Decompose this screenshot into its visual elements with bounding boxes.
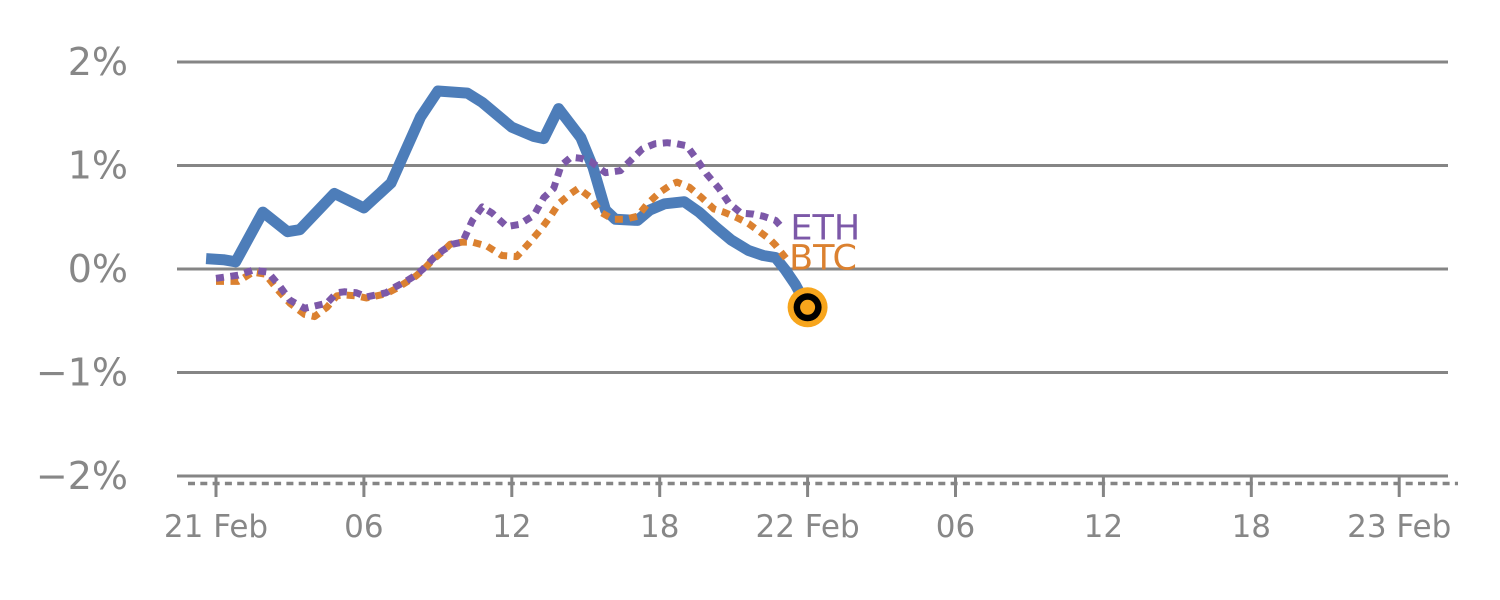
eth-series-line: [215, 139, 786, 312]
x-tick-label: 12: [1084, 509, 1123, 545]
y-tick-label: 1%: [68, 144, 128, 188]
main-series-line: [205, 85, 813, 310]
y-tick-label: 2%: [68, 40, 128, 84]
btc-series-label: BTC: [789, 239, 857, 279]
x-tick-label: 06: [344, 509, 383, 545]
y-tick-label: 0%: [68, 247, 128, 291]
x-tick-label: 06: [936, 509, 975, 545]
eth-series-label: ETH: [790, 209, 860, 249]
x-tick-label: 21 Feb: [164, 509, 268, 545]
y-tick-label: −2%: [36, 454, 128, 498]
btc-series-line: [216, 178, 791, 321]
end-marker-center: [800, 299, 816, 315]
x-tick-label: 18: [640, 509, 679, 545]
x-tick-label: 23 Feb: [1347, 509, 1451, 545]
x-tick-label: 18: [1232, 509, 1271, 545]
x-tick-label: 12: [492, 509, 531, 545]
y-tick-label: −1%: [36, 351, 128, 395]
x-tick-label: 22 Feb: [756, 509, 860, 545]
